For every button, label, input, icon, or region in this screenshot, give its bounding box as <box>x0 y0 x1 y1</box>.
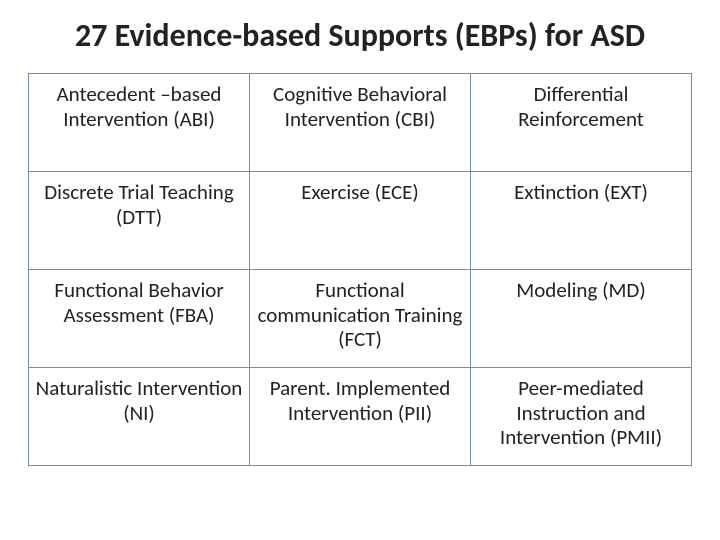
table-row: Discrete Trial Teaching (DTT) Exercise (… <box>29 171 692 269</box>
table-cell: Naturalistic Intervention (NI) <box>29 367 250 465</box>
table-cell: Functional Behavior Assessment (FBA) <box>29 269 250 367</box>
table-cell: Exercise (ECE) <box>250 171 471 269</box>
table-cell: Functional communication Training (FCT) <box>250 269 471 367</box>
table-row: Antecedent –based Intervention (ABI) Cog… <box>29 73 692 171</box>
table-cell: Differential Reinforcement <box>471 73 692 171</box>
table-cell: Cognitive Behavioral Intervention (CBI) <box>250 73 471 171</box>
table-cell: Discrete Trial Teaching (DTT) <box>29 171 250 269</box>
ebp-table: Antecedent –based Intervention (ABI) Cog… <box>28 73 692 466</box>
page-title: 27 Evidence-based Supports (EBPs) for AS… <box>28 18 692 55</box>
table-row: Naturalistic Intervention (NI) Parent. I… <box>29 367 692 465</box>
table-cell: Extinction (EXT) <box>471 171 692 269</box>
table-cell: Parent. Implemented Intervention (PII) <box>250 367 471 465</box>
table-row: Functional Behavior Assessment (FBA) Fun… <box>29 269 692 367</box>
table-cell: Antecedent –based Intervention (ABI) <box>29 73 250 171</box>
table-cell: Modeling (MD) <box>471 269 692 367</box>
table-cell: Peer-mediated Instruction and Interventi… <box>471 367 692 465</box>
